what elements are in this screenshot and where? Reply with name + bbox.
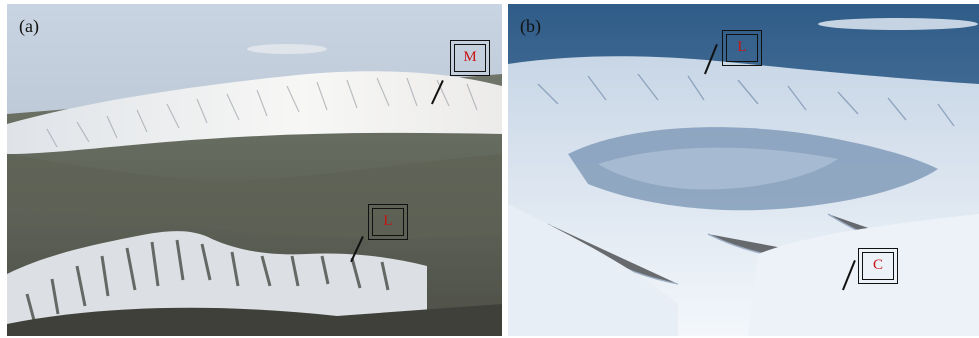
panel-label-b: (b) xyxy=(520,16,541,36)
marker-box-m: M xyxy=(450,40,490,76)
marker-letter-l-a: L xyxy=(383,213,393,229)
aerial-photo-a xyxy=(7,4,502,336)
marker-box-l-a: L xyxy=(368,204,408,240)
marker-letter-m: M xyxy=(463,49,477,65)
marker-box-l-b: L xyxy=(722,30,762,66)
aerial-photo-b xyxy=(508,4,979,336)
marker-letter-c: C xyxy=(872,257,883,273)
photo-panel-b: (b) L C xyxy=(508,4,979,336)
marker-box-c: C xyxy=(858,248,898,284)
panel-label-a: (a) xyxy=(19,16,39,36)
photo-panel-a: (a) M L xyxy=(7,4,502,336)
marker-letter-l-b: L xyxy=(737,39,747,55)
